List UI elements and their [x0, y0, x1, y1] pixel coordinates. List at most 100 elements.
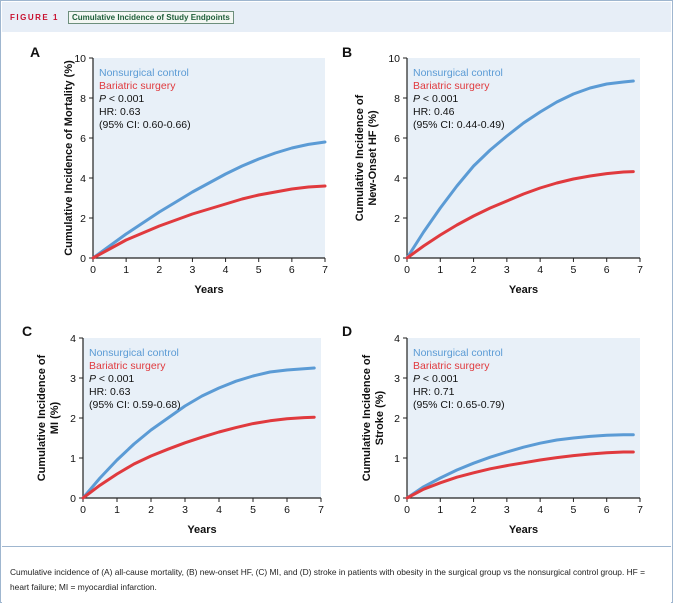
- chart-a-y-tick-label: 10: [74, 53, 86, 65]
- chart-c-x-tick-label: 7: [318, 504, 324, 516]
- chart-a-x-tick-label: 1: [123, 264, 129, 276]
- chart-c-x-tick-label: 5: [250, 504, 256, 516]
- chart-a-legend-nonsurgical: Nonsurgical control: [99, 67, 189, 79]
- chart-b-stat-p-value: < 0.001: [420, 93, 458, 105]
- chart-b-series-nonsurgical-line: [405, 79, 635, 260]
- chart-d-y-tick-label: 4: [394, 333, 400, 345]
- chart-a-y-tick-label: 8: [80, 93, 86, 105]
- chart-d: D 0 1 2 3 4 5 6 7 0 1 2 3 4 Years Cumulative Incidence …: [342, 323, 643, 536]
- chart-d-stat-1: P < 0.001: [413, 373, 458, 385]
- chart-c-x-tick-label: 2: [148, 504, 154, 516]
- chart-a-stat-3: (95% CI: 0.60-0.66): [99, 119, 191, 131]
- chart-b-y-axis-label-line2: New-Onset HF (%): [367, 110, 379, 206]
- caption-text: Cumulative incidence of (A) all-cause mo…: [10, 567, 645, 592]
- chart-c-stat-1: P < 0.001: [89, 373, 134, 385]
- chart-d-y-tick-label: 1: [394, 453, 400, 465]
- chart-b-y-tick-label: 10: [388, 53, 400, 65]
- chart-d-plot-background: [407, 338, 640, 498]
- chart-a-panel-letter: A: [30, 44, 40, 60]
- chart-b-x-tick-label: 1: [437, 264, 443, 276]
- chart-c-y-axis-label: Cumulative Incidence ofMI (%): [36, 354, 61, 481]
- chart-a-x-tick-label: 4: [223, 264, 229, 276]
- chart-b-y-axis-label: Cumulative Incidence ofNew-Onset HF (%): [354, 94, 379, 221]
- chart-b-stat-1: P < 0.001: [413, 93, 458, 105]
- chart-b-x-tick-label: 0: [404, 264, 410, 276]
- chart-b-y-tick-label: 6: [394, 133, 400, 145]
- chart-a-series-nonsurgical-line: [91, 140, 327, 260]
- chart-d-series-nonsurgical-line: [405, 433, 635, 500]
- chart-c-stat-3: (95% CI: 0.59-0.68): [89, 399, 181, 411]
- chart-a-x-tick-label: 0: [90, 264, 96, 276]
- chart-c-panel-letter: C: [22, 323, 32, 339]
- chart-d-x-axis-label: Years: [509, 524, 538, 536]
- chart-c-stat-p-value: < 0.001: [96, 373, 134, 385]
- chart-d-y-axis-label-line2: Stroke (%): [374, 390, 386, 445]
- chart-a-y-axis-label: Cumulative Incidence of Mortality (%): [63, 60, 75, 256]
- chart-d-series-bariatric-line: [405, 450, 635, 500]
- chart-b-stat-3: (95% CI: 0.44-0.49): [413, 119, 505, 131]
- chart-a-y-tick-label: 2: [80, 213, 86, 225]
- chart-d-x-tick-label: 7: [637, 504, 643, 516]
- figure-title: Cumulative Incidence of Study Endpoints: [68, 11, 234, 24]
- chart-b-stat-2: HR: 0.46: [413, 106, 455, 118]
- chart-b-panel-letter: B: [342, 44, 352, 60]
- figure-label: FIGURE 1: [10, 13, 59, 22]
- chart-a-x-tick-label: 7: [322, 264, 328, 276]
- chart-d-legend-bariatric: Bariatric surgery: [413, 360, 490, 372]
- chart-c-y-axis-label-line1: Cumulative Incidence of: [36, 354, 48, 481]
- chart-b-legend-bariatric: Bariatric surgery: [413, 80, 490, 92]
- chart-a: A 0 1 2 3 4 5 6 7 0 2 4 6 8 10 Years Cumulative Incidenc…: [30, 44, 328, 296]
- chart-d-x-tick-label: 4: [537, 504, 543, 516]
- chart-d-y-tick-label: 0: [394, 493, 400, 505]
- chart-c-stat-p-symbol: P: [89, 373, 96, 385]
- chart-b-x-tick-label: 3: [504, 264, 510, 276]
- chart-a-plot-background: [93, 58, 325, 258]
- chart-c-y-axis-label-line2: MI (%): [49, 401, 61, 434]
- chart-d-y-axis-label: Cumulative Incidence ofStroke (%): [361, 354, 386, 481]
- chart-b-x-tick-label: 6: [604, 264, 610, 276]
- chart-b-y-axis-label-line1: Cumulative Incidence of: [354, 94, 366, 221]
- chart-c-y-tick-label: 1: [70, 453, 76, 465]
- chart-c-x-tick-label: 4: [216, 504, 222, 516]
- chart-c-series-bariatric-line: [81, 415, 316, 500]
- chart-d-stat-3: (95% CI: 0.65-0.79): [413, 399, 505, 411]
- figure-caption: Cumulative incidence of (A) all-cause mo…: [2, 546, 671, 603]
- chart-c-x-axis-label: Years: [187, 524, 216, 536]
- chart-d-x-tick-label: 1: [437, 504, 443, 516]
- chart-c-legend-bariatric: Bariatric surgery: [89, 360, 166, 372]
- chart-c-y-tick-label: 2: [70, 413, 76, 425]
- chart-d-stat-2: HR: 0.71: [413, 386, 455, 398]
- chart-a-stat-p-value: < 0.001: [106, 93, 144, 105]
- chart-c-x-tick-label: 3: [182, 504, 188, 516]
- chart-c-y-tick-label: 4: [70, 333, 76, 345]
- chart-b-x-tick-label: 4: [537, 264, 543, 276]
- chart-b: B 0 1 2 3 4 5 6 7 0 2 4 6 8 10 Years Cumulative Incidenc…: [342, 44, 643, 296]
- chart-a-stat-1: P < 0.001: [99, 93, 144, 105]
- chart-b-x-tick-label: 5: [571, 264, 577, 276]
- chart-a-x-tick-label: 6: [289, 264, 295, 276]
- chart-a-series-bariatric-line: [91, 184, 327, 260]
- chart-b-x-tick-label: 7: [637, 264, 643, 276]
- chart-a-x-tick-label: 2: [156, 264, 162, 276]
- chart-c-x-tick-label: 6: [284, 504, 290, 516]
- chart-d-x-tick-label: 6: [604, 504, 610, 516]
- chart-b-y-tick-label: 0: [394, 253, 400, 265]
- chart-b-x-axis-label: Years: [509, 284, 538, 296]
- chart-c-x-tick-label: 0: [80, 504, 86, 516]
- chart-a-x-axis-label: Years: [194, 284, 223, 296]
- chart-d-panel-letter: D: [342, 323, 352, 339]
- chart-c-series-nonsurgical-line: [81, 366, 316, 500]
- chart-b-x-tick-label: 2: [471, 264, 477, 276]
- chart-d-stat-p-value: < 0.001: [420, 373, 458, 385]
- chart-c-y-tick-label: 0: [70, 493, 76, 505]
- chart-a-stat-p-symbol: P: [99, 93, 106, 105]
- figure-header: FIGURE 1 Cumulative Incidence of Study E…: [2, 2, 671, 32]
- chart-c-stat-2: HR: 0.63: [89, 386, 131, 398]
- chart-b-stat-p-symbol: P: [413, 93, 420, 105]
- chart-a-x-tick-label: 3: [190, 264, 196, 276]
- chart-b-legend-nonsurgical: Nonsurgical control: [413, 67, 503, 79]
- chart-b-y-tick-label: 8: [394, 93, 400, 105]
- chart-d-y-tick-label: 3: [394, 373, 400, 385]
- chart-d-stat-p-symbol: P: [413, 373, 420, 385]
